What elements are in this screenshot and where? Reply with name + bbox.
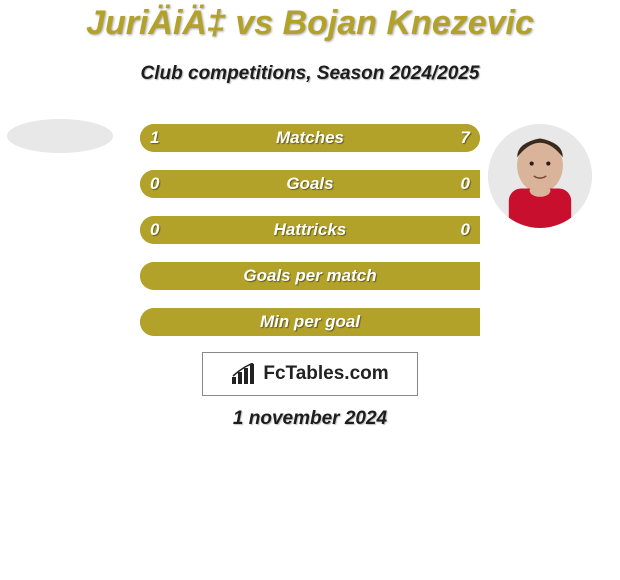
stat-value-right: 7 — [461, 124, 470, 152]
player-right-avatar — [488, 124, 592, 228]
stat-value-right: 0 — [461, 170, 470, 198]
stat-value-left: 1 — [150, 124, 159, 152]
stat-label: Hattricks — [140, 216, 480, 244]
stat-row: Goals per match — [140, 262, 480, 290]
stat-label: Goals per match — [140, 262, 480, 290]
stat-row: Goals0 0 — [140, 170, 480, 198]
player-right-badge — [498, 258, 602, 286]
stat-value-left: 0 — [150, 170, 159, 198]
stat-bars: Matches17Goals00Hattricks00Goals per mat… — [140, 124, 480, 354]
page-title: JuriÄiÄ‡ vs Bojan Knezevic — [0, 4, 620, 43]
bar-chart-icon — [231, 363, 257, 385]
stat-value-left: 0 — [150, 216, 159, 244]
stat-label: Min per goal — [140, 308, 480, 336]
stat-value-right: 0 — [461, 216, 470, 244]
comparison-infographic: JuriÄiÄ‡ vs Bojan Knezevic Club competit… — [0, 0, 620, 580]
player-left-badge — [18, 175, 122, 205]
stat-row: Hattricks0 0 — [140, 216, 480, 244]
stat-label: Matches — [140, 124, 480, 152]
stat-label: Goals — [140, 170, 480, 198]
stat-row: Matches1 7 — [140, 124, 480, 152]
subtitle: Club competitions, Season 2024/2025 — [0, 63, 620, 85]
stat-row: Min per goal — [140, 308, 480, 336]
brand-box: FcTables.com — [202, 352, 418, 396]
date-line: 1 november 2024 — [0, 408, 620, 430]
brand-text: FcTables.com — [263, 363, 388, 385]
player-left-avatar — [7, 119, 113, 153]
